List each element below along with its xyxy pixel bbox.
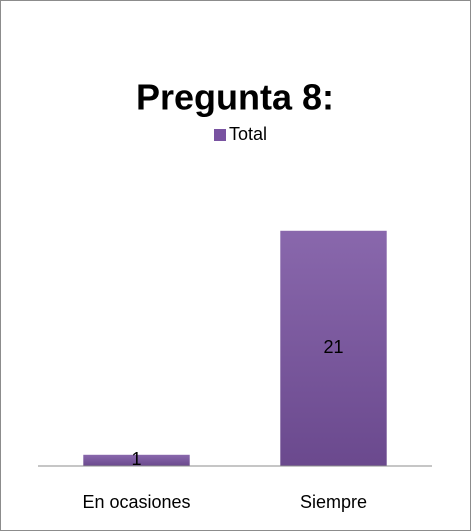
x-tick-label: Siempre (300, 492, 367, 512)
data-label: 1 (131, 449, 141, 469)
bar-shade (83, 454, 190, 466)
bar-shade (280, 230, 387, 466)
legend-swatch (214, 129, 226, 141)
x-tick-label: En ocasiones (82, 492, 190, 512)
legend-label: Total (229, 124, 267, 144)
data-label: 21 (323, 337, 343, 357)
chart-title: Pregunta 8: (136, 77, 334, 118)
